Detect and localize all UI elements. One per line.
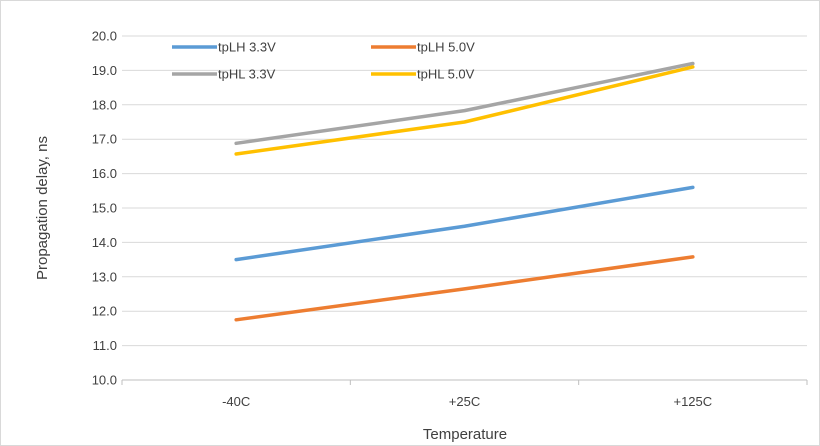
legend-label: tpHL 3.3V <box>218 67 276 82</box>
y-tick-label: 14.0 <box>92 235 117 250</box>
legend-label: tpLH 3.3V <box>218 40 276 55</box>
x-tick-label: +125C <box>673 394 712 409</box>
y-tick-label: 11.0 <box>93 338 117 353</box>
y-axis-title: Propagation delay, ns <box>34 136 51 280</box>
series-line-3 <box>234 61 695 146</box>
x-tick-label: -40C <box>222 394 250 409</box>
legend-label: tpHL 5.0V <box>417 67 475 82</box>
y-axis-ticks: 10.0 11.0 12.0 13.0 14.0 15.0 16.0 17.0 18.0 19.0… <box>92 29 117 388</box>
series-line-2 <box>234 255 695 322</box>
y-tick-label: 19.0 <box>92 63 117 78</box>
x-axis-title: Temperature <box>423 426 507 443</box>
legend: tpLH 3.3V tpLH 5.0V tpHL 3.3V tpHL 5.0V <box>172 40 475 82</box>
grid-lines <box>122 35 807 381</box>
y-tick-label: 18.0 <box>92 97 117 112</box>
series-line-1 <box>234 185 695 262</box>
series-lines <box>234 61 695 322</box>
y-tick-label: 16.0 <box>92 166 117 181</box>
y-tick-label: 17.0 <box>92 132 117 147</box>
x-axis-separators <box>121 380 808 385</box>
x-axis-ticks: -40C +25C +125C <box>222 394 712 409</box>
y-tick-label: 15.0 <box>92 201 117 216</box>
y-tick-label: 13.0 <box>92 269 117 284</box>
series-line-4 <box>234 65 695 156</box>
y-tick-label: 12.0 <box>92 304 117 319</box>
y-tick-label: 20.0 <box>92 29 117 44</box>
y-tick-label: 10.0 <box>92 373 117 388</box>
legend-label: tpLH 5.0V <box>417 40 475 55</box>
x-tick-label: +25C <box>449 394 480 409</box>
